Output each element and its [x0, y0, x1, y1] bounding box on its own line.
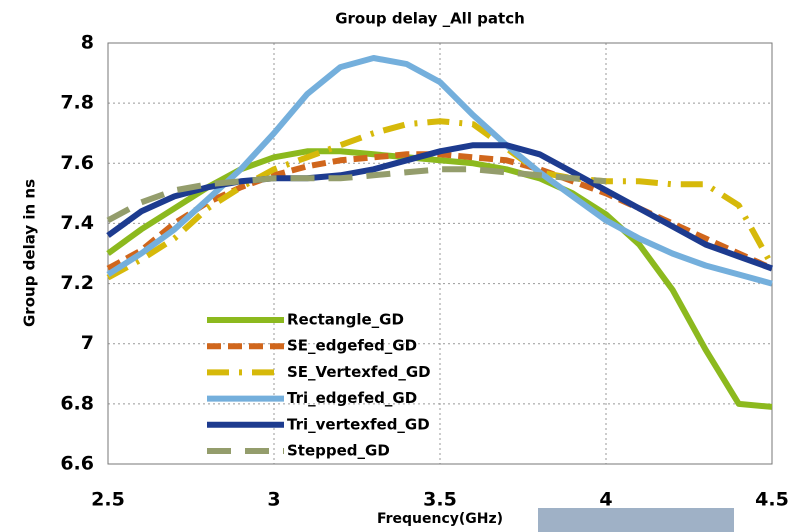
y-tick-label: 8 [81, 32, 94, 54]
y-tick-label: 6.8 [60, 392, 94, 414]
y-tick-label: 7 [81, 332, 94, 354]
series-line [106, 118, 775, 281]
y-tick-label: 7.4 [60, 212, 94, 234]
legend-label: Tri_vertexfed_GD [287, 415, 430, 433]
x-tick-label: 4 [599, 489, 612, 511]
legend-label: Stepped_GD [287, 442, 390, 460]
y-tick-label: 7.6 [60, 152, 94, 174]
series-line [106, 55, 773, 287]
legend-label: Tri_edgefed_GD [287, 389, 417, 407]
legend-label: SE_Vertexfed_GD [287, 363, 431, 381]
y-tick-label: 7.8 [60, 92, 94, 114]
y-tick-label: 7.2 [60, 272, 94, 294]
legend-label: SE_edgefed_GD [287, 337, 417, 355]
x-tick-label: 2.5 [91, 489, 125, 511]
legend-label: Rectangle_GD [287, 311, 404, 329]
inset-image [538, 508, 734, 532]
y-axis-label: Group delay in ns [21, 179, 39, 327]
x-tick-label: 3 [267, 489, 280, 511]
series-line [106, 166, 607, 224]
y-tick-label: 6.6 [60, 453, 94, 475]
chart-title: Group delay _All patch [335, 10, 525, 28]
x-tick-label: 3.5 [423, 489, 457, 511]
x-tick-label: 4.5 [755, 489, 789, 511]
x-axis-label: Frequency(GHz) [377, 511, 503, 527]
